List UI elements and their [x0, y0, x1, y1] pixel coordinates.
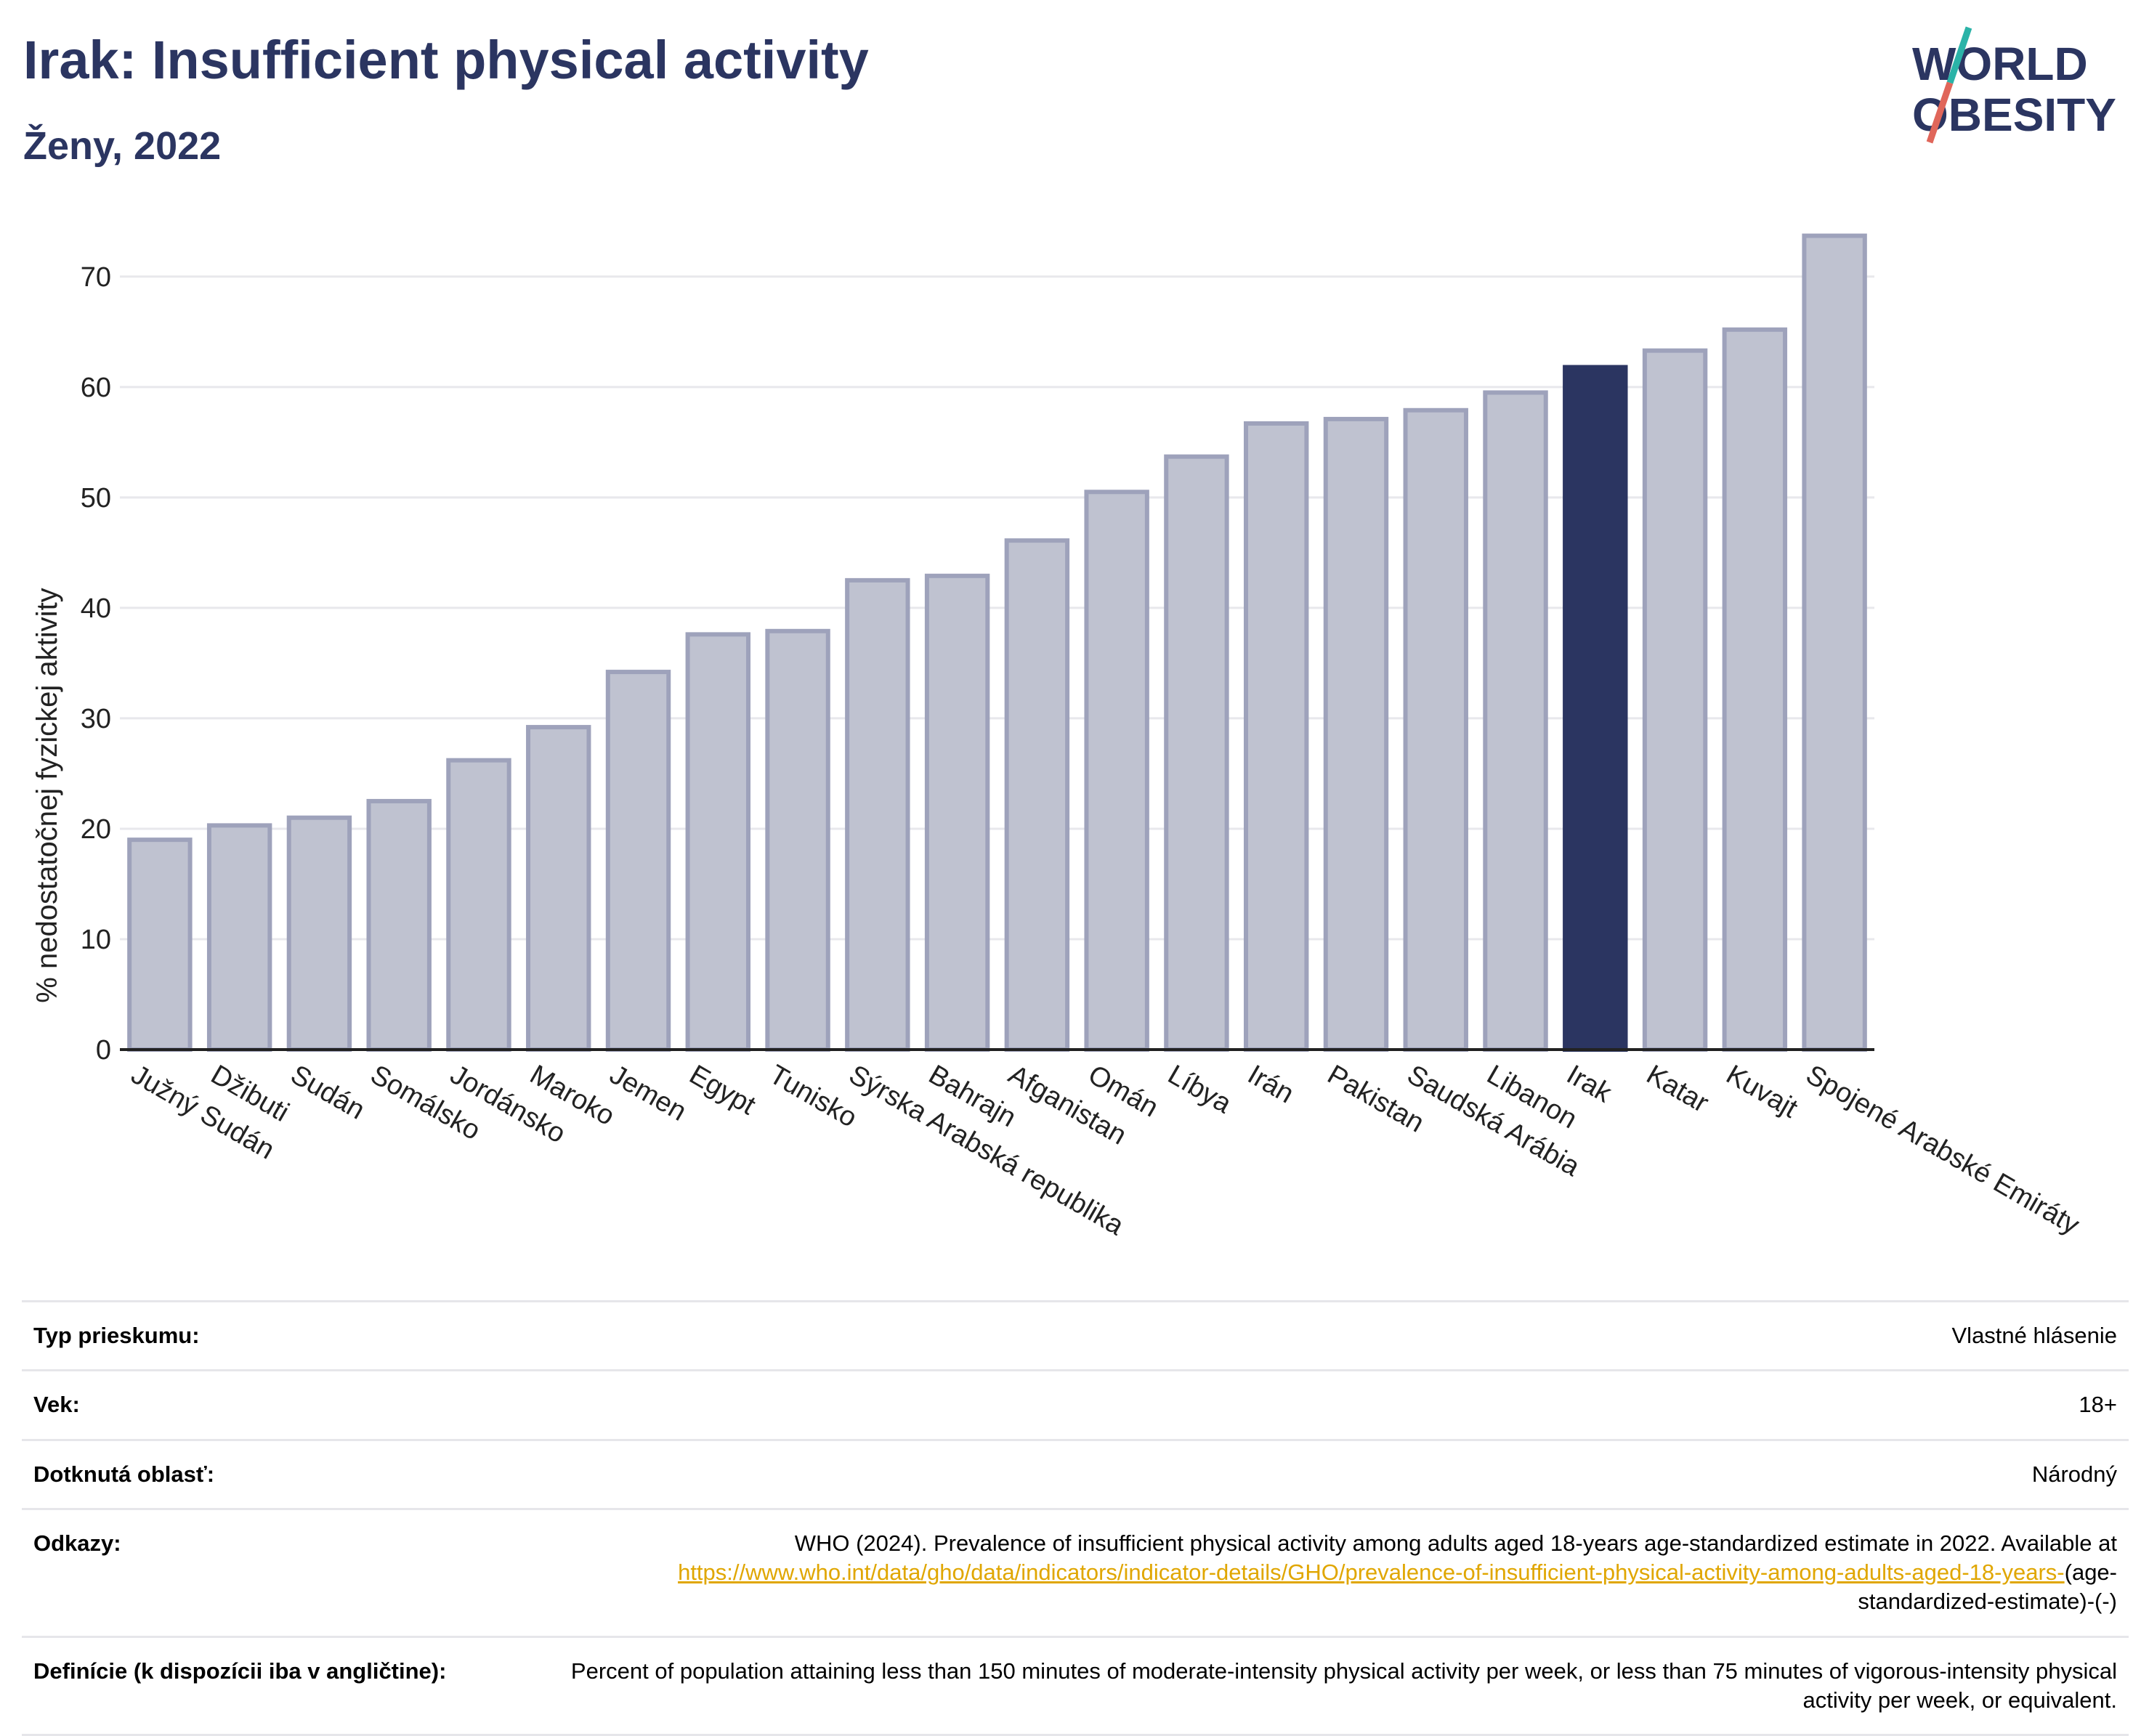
- y-tick-label: 50: [81, 483, 111, 514]
- chart-subtitle: Ženy, 2022: [23, 124, 222, 168]
- x-tick-label: Egypt: [684, 1059, 761, 1121]
- bar: [1722, 327, 1788, 1052]
- info-label: Vek:: [33, 1392, 80, 1418]
- logo-text-world: WORLD: [1912, 38, 2088, 90]
- info-row-references: Odkazy: WHO (2024). Prevalence of insuff…: [22, 1509, 2129, 1636]
- logo-slash-red: [1926, 81, 1954, 144]
- bar: [1164, 454, 1229, 1052]
- bar: [286, 815, 352, 1052]
- bar: [1642, 348, 1708, 1052]
- bar: [605, 670, 671, 1052]
- info-row-area: Dotknutá oblasť: Národný: [22, 1440, 2129, 1509]
- bar: [924, 573, 990, 1052]
- bar: [685, 632, 751, 1052]
- reference-text: WHO (2024). Prevalence of insufficient p…: [794, 1530, 2117, 1556]
- bar: [446, 758, 511, 1052]
- x-tick-label: Spojené Arabské Emiráty: [1801, 1059, 2085, 1241]
- info-label: Odkazy:: [33, 1530, 121, 1556]
- y-tick-label: 40: [81, 593, 111, 624]
- x-tick-label: Tunisko: [764, 1059, 862, 1133]
- bar: [765, 628, 830, 1052]
- y-tick-label: 70: [81, 262, 111, 293]
- info-row-age: Vek: 18+: [22, 1370, 2129, 1440]
- y-tick-label: 10: [81, 925, 111, 955]
- info-row-definitions: Definície (k dispozícii iba v angličtine…: [22, 1636, 2129, 1735]
- y-axis-label: % nedostatočnej fyzickej aktivity: [31, 588, 63, 1002]
- bar-chart: 0 10 20 30 40 50 60 70 Južný SudánDžibutiSudánS…: [31, 233, 2084, 1242]
- bar: [526, 725, 591, 1052]
- info-label: Definície (k dispozícii iba v angličtine…: [33, 1658, 447, 1684]
- y-axis-ticks: 0 10 20 30 40 50 60 70: [81, 262, 111, 1066]
- info-label: Dotknutá oblasť:: [33, 1461, 215, 1487]
- x-tick-label: Jemen: [604, 1059, 692, 1127]
- bar: [1084, 490, 1149, 1052]
- bar: [1483, 390, 1548, 1052]
- logo-slash-teal: [1946, 26, 1972, 84]
- x-tick-label: Líbya: [1162, 1059, 1237, 1119]
- info-value: 18+: [2079, 1392, 2117, 1418]
- info-value: Vlastné hlásenie: [1951, 1323, 2118, 1348]
- info-value: Národný: [2031, 1461, 2117, 1487]
- world-obesity-logo: WORLD OBESITY: [1912, 26, 2116, 144]
- y-tick-label: 20: [81, 814, 111, 845]
- y-tick-label: 60: [81, 373, 111, 403]
- bars: [120, 233, 1874, 1052]
- x-tick-label: Irán: [1242, 1059, 1299, 1109]
- bar: [1802, 233, 1867, 1052]
- info-table: Typ prieskumu: Vlastné hlásenie Vek: 18+…: [22, 1300, 2129, 1736]
- bar: [1004, 538, 1070, 1052]
- bar: [1403, 407, 1468, 1052]
- y-tick-label: 30: [81, 704, 111, 734]
- info-label: Typ prieskumu:: [33, 1323, 200, 1348]
- info-row-survey-type: Typ prieskumu: Vlastné hlásenie: [22, 1301, 2129, 1371]
- info-value: Percent of population attaining less tha…: [570, 1658, 2117, 1713]
- x-tick-label: Sudán: [286, 1059, 370, 1125]
- chart-title: Irak: Insufficient physical activity: [23, 30, 869, 90]
- x-axis-labels: Južný SudánDžibutiSudánSomálskoJordánsko…: [126, 1059, 2084, 1241]
- bar: [366, 798, 432, 1052]
- y-tick-label: 0: [96, 1035, 111, 1066]
- bar: [206, 823, 272, 1052]
- bar: [127, 837, 193, 1052]
- bar: [1323, 416, 1389, 1052]
- x-tick-label: Kuvajt: [1721, 1059, 1803, 1124]
- bar-highlight: [1563, 365, 1628, 1052]
- bar: [1243, 421, 1309, 1052]
- reference-suffix: (age-standardized-estimate)-(-): [1858, 1559, 2117, 1615]
- reference-link[interactable]: https://www.who.int/data/gho/data/indica…: [678, 1559, 2065, 1586]
- info-value: WHO (2024). Prevalence of insufficient p…: [554, 1509, 2129, 1636]
- x-tick-label: Katar: [1641, 1059, 1714, 1119]
- bar: [845, 577, 910, 1052]
